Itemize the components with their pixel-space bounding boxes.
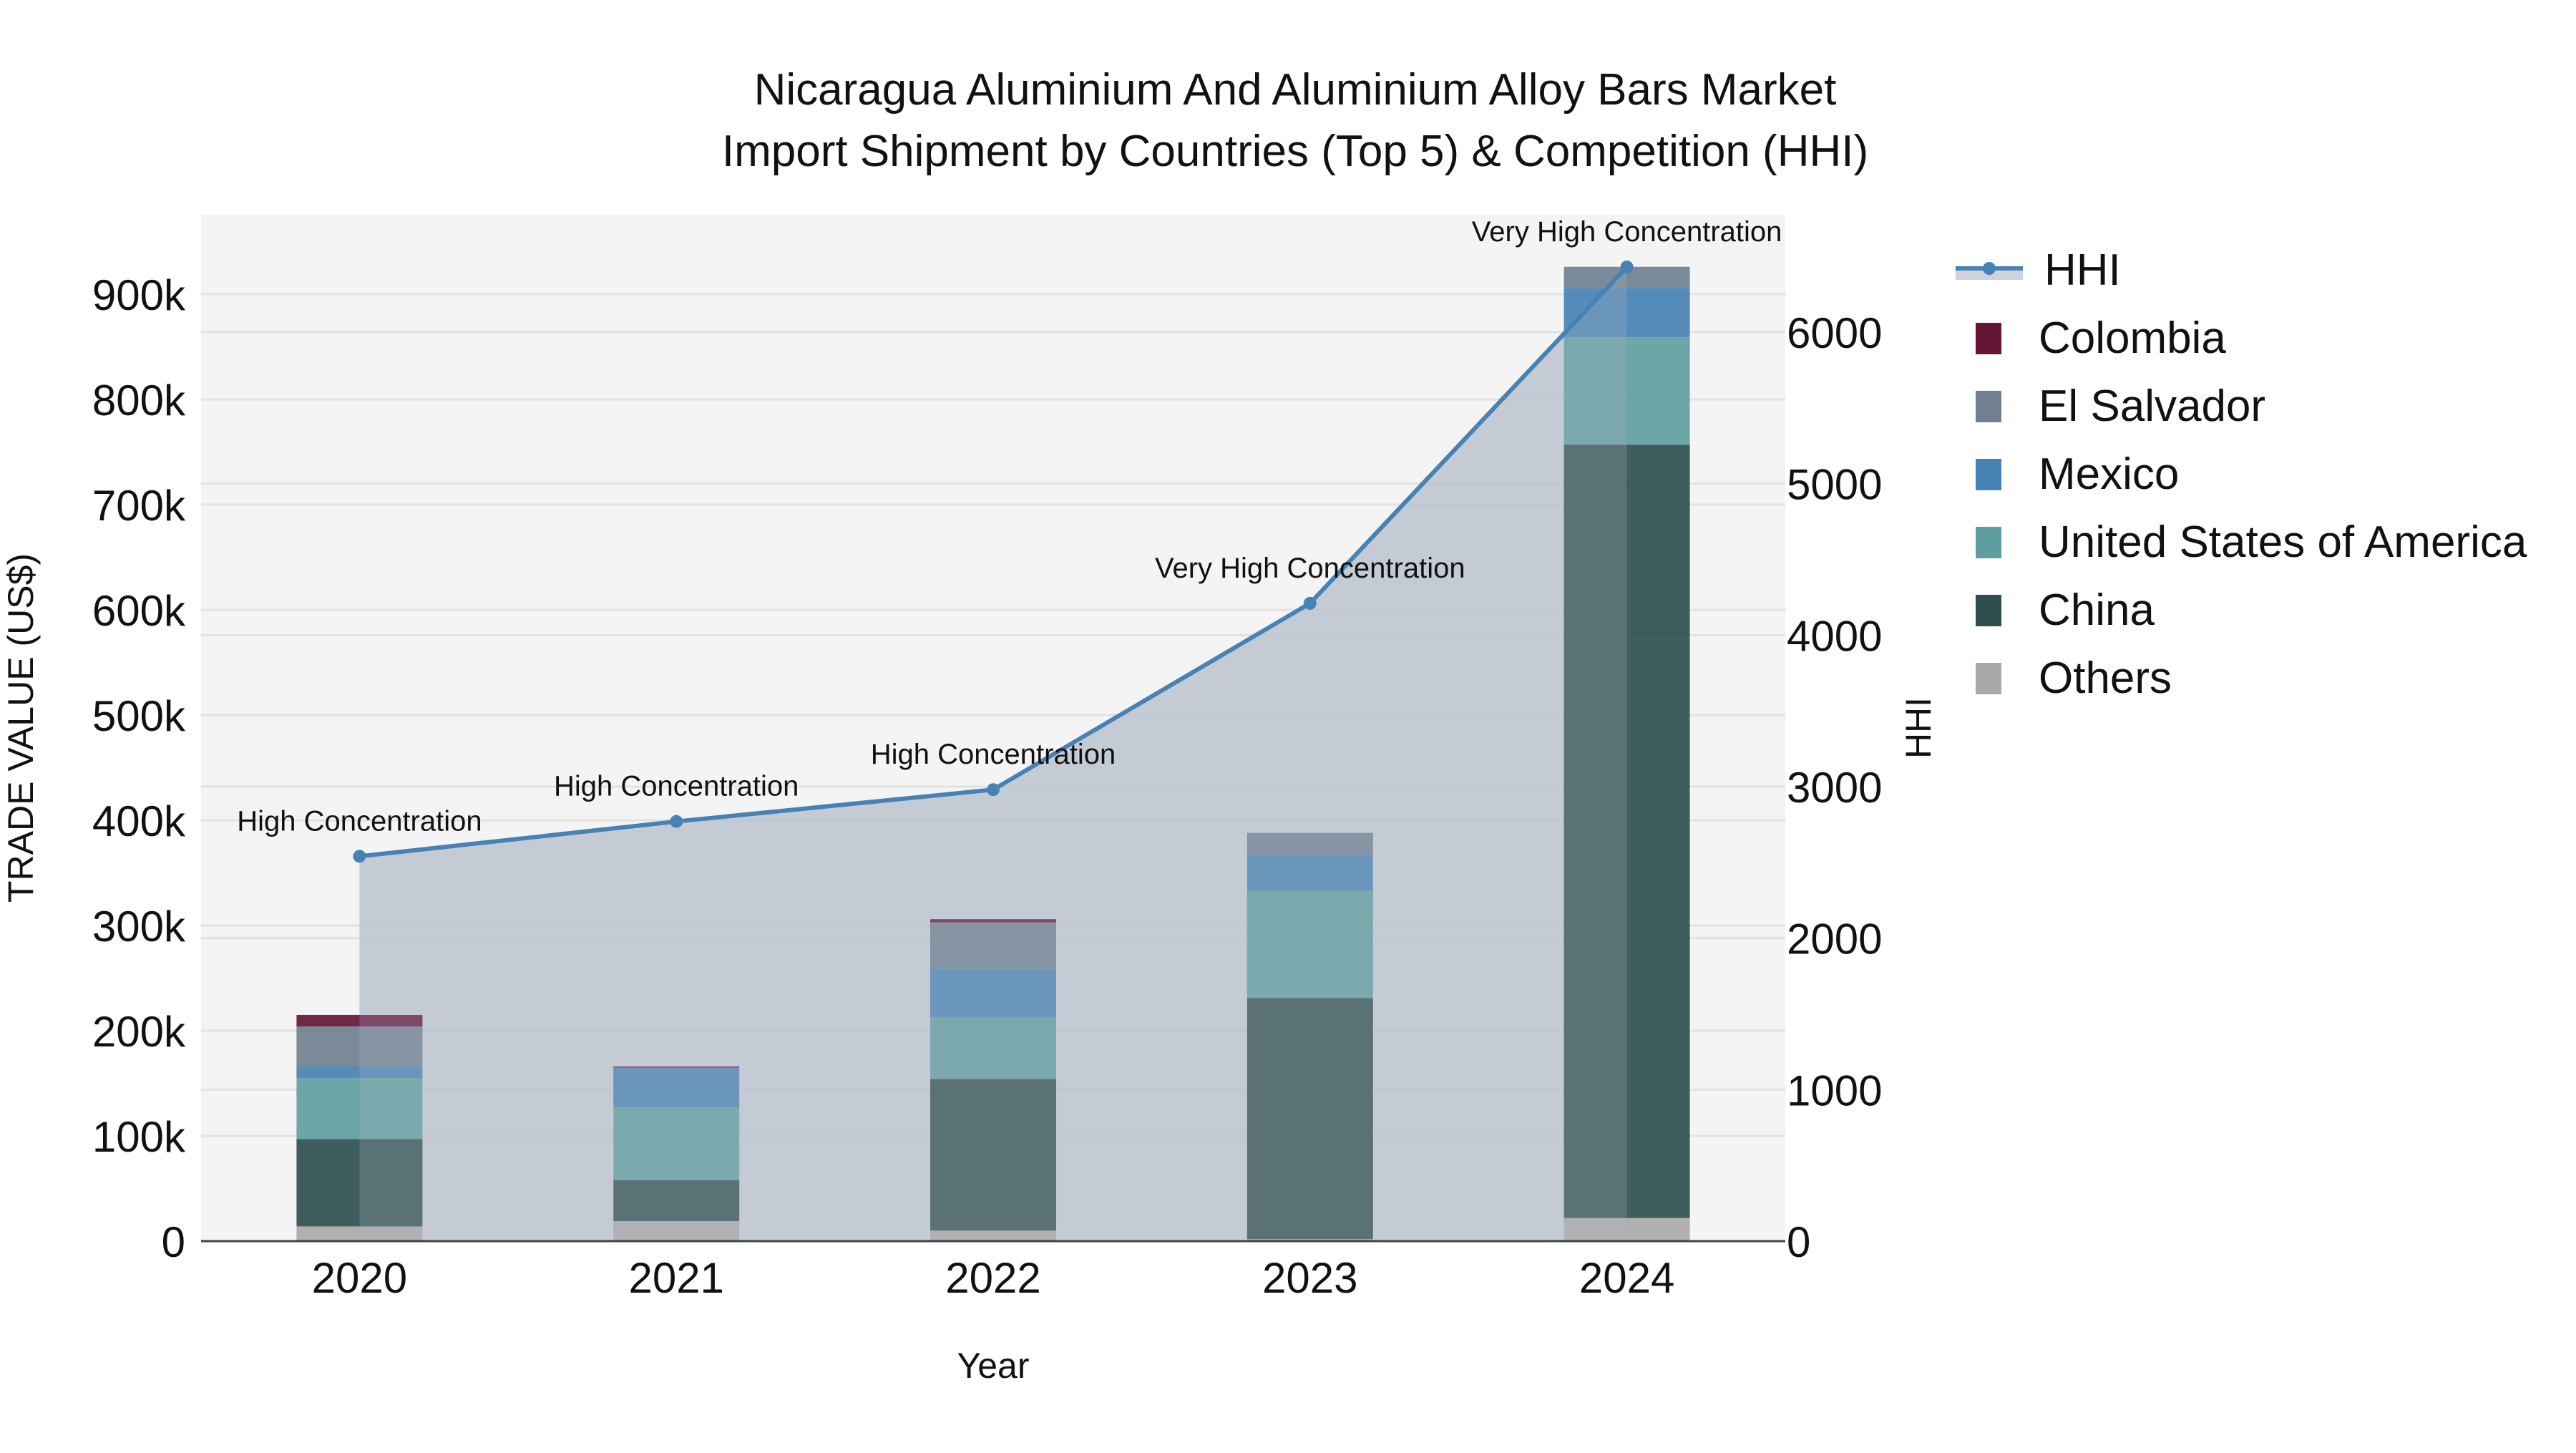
bar-segment-united-states-of-america: [1246, 890, 1373, 998]
legend-swatch-icon: [1976, 458, 2001, 490]
x-tick-label: 2021: [628, 1254, 723, 1302]
legend-item-united-states-of-america[interactable]: United States of America: [1950, 508, 2527, 576]
y-tick-label: 100k: [92, 1113, 186, 1161]
y-tick-label: 400k: [92, 797, 186, 845]
legend-item-el-salvador[interactable]: El Salvador: [1950, 372, 2527, 440]
hhi-annotation: High Concentration: [871, 739, 1116, 770]
bar-segment-colombia: [613, 1066, 740, 1068]
bar-segment-united-states-of-america: [1563, 337, 1690, 445]
hhi-annotation: High Concentration: [554, 771, 799, 802]
y2-tick-label: 3000: [1787, 764, 1882, 812]
legend-label: China: [2039, 585, 2155, 635]
bar-segment-others: [296, 1226, 423, 1241]
chart-title: Nicaragua Aluminium And Aluminium Alloy …: [754, 65, 1837, 115]
bar-segment-others: [930, 1230, 1056, 1241]
y-tick-label: 600k: [92, 587, 186, 635]
bar-segment-others: [1563, 1218, 1690, 1241]
legend-item-others[interactable]: Others: [1950, 644, 2527, 712]
hhi-annotation: Very High Concentration: [1472, 216, 1782, 248]
bar-segment-china: [613, 1180, 740, 1222]
bar-segment-el-salvador: [930, 922, 1056, 969]
bar-segment-mexico: [930, 968, 1056, 1017]
legend-swatch-icon: [1976, 662, 2001, 694]
bar-segment-mexico: [613, 1067, 740, 1108]
bar-segment-mexico: [1246, 855, 1373, 891]
legend: HHI Colombia El Salvador Mexico United State…: [1950, 236, 2527, 712]
bar-segment-others: [613, 1221, 740, 1241]
legend-label: United States of America: [2039, 517, 2527, 567]
y-tick-label: 200k: [92, 1008, 186, 1056]
y-axis-label: TRADE VALUE (US$): [1, 553, 41, 903]
y-tick-label: 300k: [92, 903, 186, 951]
legend-label: HHI: [2044, 246, 2121, 295]
legend-label: Others: [2039, 653, 2172, 703]
legend-item-hhi[interactable]: HHI: [1950, 236, 2527, 304]
bar-segment-china: [296, 1139, 423, 1227]
y2-tick-label: 5000: [1787, 461, 1882, 509]
hhi-line: [353, 260, 1634, 863]
legend-label: El Salvador: [2039, 382, 2266, 431]
hhi-annotation: Very High Concentration: [1155, 553, 1465, 584]
x-tick-label: 2020: [312, 1254, 407, 1302]
y-axis-ticks: 0 100k 200k 300k 400k 500k 600k 700k 800k 900k: [92, 271, 186, 1266]
hhi-marker: [1620, 260, 1634, 273]
bar-segment-china: [1246, 998, 1373, 1240]
stacked-bars: [296, 266, 1690, 1241]
y2-tick-label: 4000: [1787, 612, 1882, 660]
legend-item-mexico[interactable]: Mexico: [1950, 440, 2527, 508]
legend-item-china[interactable]: China: [1950, 576, 2527, 644]
x-axis-ticks: 2020 2021 2022 2023 2024: [312, 1254, 1675, 1302]
hhi-annotations: High Concentration High Concentration High…: [237, 216, 1782, 837]
hhi-annotation: High Concentration: [237, 805, 482, 837]
y-tick-label: 800k: [92, 376, 186, 424]
bar-segment-united-states-of-america: [613, 1107, 740, 1180]
legend-label: Mexico: [2039, 449, 2180, 499]
bar-segment-mexico: [296, 1066, 423, 1079]
x-tick-label: 2023: [1262, 1254, 1357, 1302]
hhi-marker: [987, 783, 1000, 797]
hhi-marker: [353, 850, 366, 863]
y2-tick-label: 6000: [1787, 309, 1882, 357]
bar-segment-united-states-of-america: [296, 1078, 423, 1139]
x-axis-label: Year: [957, 1346, 1029, 1386]
legend-swatch-icon: [1976, 526, 2001, 558]
y2-tick-label: 1000: [1787, 1066, 1882, 1114]
bar-segment-china: [930, 1079, 1056, 1231]
x-tick-label: 2024: [1579, 1254, 1674, 1302]
chart-subtitle: Import Shipment by Countries (Top 5) & C…: [722, 127, 1868, 176]
hhi-marker: [1303, 596, 1317, 610]
y2-axis-ticks: 0 1000 2000 3000 4000 5000 6000: [1787, 309, 1882, 1266]
legend-label: Colombia: [2039, 314, 2226, 363]
y-tick-label: 0: [162, 1218, 185, 1266]
y-tick-label: 700k: [92, 482, 186, 530]
legend-swatch-icon: [1976, 390, 2001, 422]
bar-segment-colombia: [930, 919, 1056, 923]
bar-segment-united-states-of-america: [930, 1016, 1056, 1079]
hhi-area-overlay: [359, 266, 1627, 1241]
hhi-marker: [670, 815, 683, 828]
legend-swatch-icon: [1976, 594, 2001, 626]
y2-tick-label: 0: [1787, 1218, 1810, 1266]
bar-segment-el-salvador: [296, 1026, 423, 1066]
bar-segment-el-salvador: [1246, 832, 1373, 855]
legend-swatch-icon: [1976, 322, 2001, 354]
y-tick-label: 900k: [92, 271, 186, 319]
x-tick-label: 2022: [945, 1254, 1040, 1302]
bar-segment-china: [1563, 444, 1690, 1218]
bar-segment-colombia: [296, 1014, 423, 1027]
y-tick-label: 500k: [92, 692, 186, 740]
legend-item-colombia[interactable]: Colombia: [1950, 304, 2527, 372]
line-marker-icon: [1956, 260, 2023, 281]
y2-tick-label: 2000: [1787, 915, 1882, 963]
y2-axis-label: HHI: [1898, 697, 1938, 759]
